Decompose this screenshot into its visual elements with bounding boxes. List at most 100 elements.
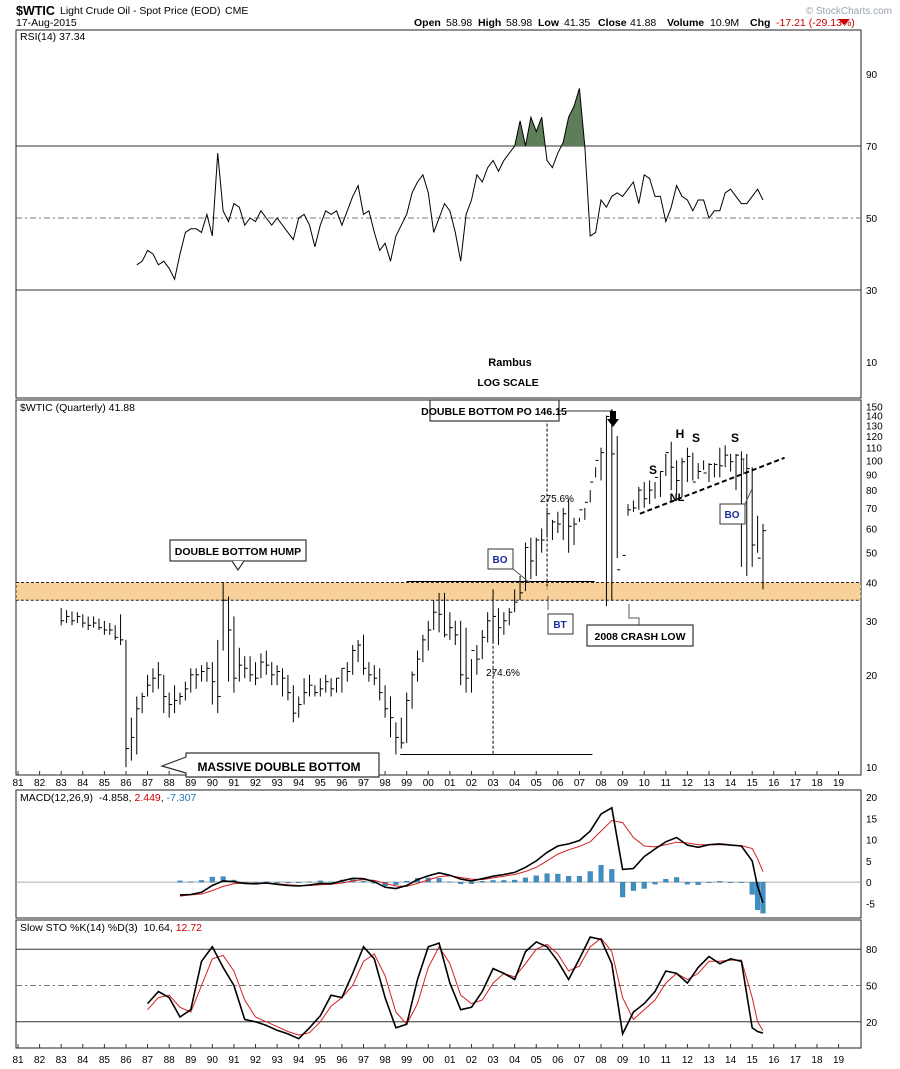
- sto-xtick-07: 07: [574, 1055, 586, 1066]
- price-xtick-82: 82: [34, 778, 46, 789]
- ohlc-bar: [427, 620, 432, 651]
- sto-xtick-97: 97: [358, 1055, 370, 1066]
- sto-title-name: Slow STO %K(14) %D(3): [20, 922, 138, 934]
- down-arrow-icon: [838, 19, 850, 25]
- ohlc-bar: [622, 554, 626, 556]
- price-ytick-100: 100: [866, 456, 883, 467]
- ohlc-bar: [762, 524, 766, 590]
- ohlc-bar: [368, 662, 372, 682]
- price-xtick-90: 90: [207, 778, 219, 789]
- ohlc-bar: [573, 517, 578, 545]
- ohlc-bar: [76, 612, 81, 624]
- price-xtick-18: 18: [811, 778, 823, 789]
- price-xtick-95: 95: [315, 778, 327, 789]
- ohlc-bar: [265, 650, 270, 675]
- chart-header: $WTIC Light Crude Oil - Spot Price (EOD)…: [16, 4, 892, 29]
- macd-title-value: -4.858: [99, 792, 129, 804]
- macd-histogram-bar: [587, 871, 593, 883]
- rsi-ytick-50: 50: [866, 214, 878, 225]
- sto-xtick-05: 05: [531, 1055, 543, 1066]
- sto-xtick-15: 15: [747, 1055, 759, 1066]
- sto-xtick-96: 96: [336, 1055, 348, 1066]
- ohlc-bar: [735, 453, 739, 491]
- ohlc-bar: [454, 620, 459, 646]
- date-label: 17-Aug-2015: [16, 17, 77, 29]
- ohlc-bar: [211, 662, 216, 705]
- sto-xtick-10: 10: [639, 1055, 651, 1066]
- macd-histogram-bar: [220, 876, 226, 883]
- ohlc-bar: [389, 696, 394, 738]
- rsi-ytick-90: 90: [866, 70, 878, 81]
- price-ytick-150: 150: [866, 402, 883, 413]
- macd-histogram-bar: [512, 879, 518, 883]
- ohlc-bar: [303, 678, 308, 705]
- price-xtick-01: 01: [444, 778, 456, 789]
- ohlc-bar: [681, 457, 686, 497]
- ohlc-bar: [530, 537, 534, 580]
- price-ytick-50: 50: [866, 549, 878, 560]
- ohlc-bar: [751, 467, 756, 567]
- sto-xtick-17: 17: [790, 1055, 802, 1066]
- ohlc-bar: [395, 722, 399, 755]
- price-xtick-11: 11: [661, 778, 672, 789]
- sto-xtick-04: 04: [509, 1055, 521, 1066]
- macd-histogram-bar: [576, 876, 582, 883]
- ohlc-bar: [568, 498, 572, 553]
- sto-xtick-13: 13: [703, 1055, 715, 1066]
- sto-xtick-88: 88: [164, 1055, 176, 1066]
- neckline: [639, 456, 785, 515]
- price-xtick-83: 83: [56, 778, 68, 789]
- ohlc-bar: [541, 528, 545, 553]
- change-label: Chg: [750, 17, 770, 29]
- ohlc-bar: [519, 575, 524, 601]
- ohlc-bar: [686, 447, 691, 483]
- price-xtick-13: 13: [703, 778, 715, 789]
- macd-histogram-bar: [609, 869, 615, 883]
- ohlc-bar: [346, 662, 351, 682]
- open-value: 58.98: [446, 17, 472, 29]
- ohlc-bar: [87, 616, 92, 630]
- ohlc-bar: [643, 482, 648, 508]
- ohlc-bar: [524, 542, 529, 592]
- macd-histogram-bar: [468, 881, 475, 884]
- ohlc-bar: [659, 470, 664, 497]
- macd-histogram-bar: [598, 864, 604, 883]
- ohlc-bar: [114, 625, 119, 640]
- ohlc-bar: [406, 692, 410, 743]
- macd-ytick-15: 15: [866, 814, 878, 825]
- macd-ytick-5: 5: [866, 857, 872, 868]
- price-xtick-94: 94: [293, 778, 305, 789]
- ohlc-bar: [190, 668, 194, 693]
- macd-histogram-bar: [641, 881, 647, 889]
- sto-xtick-86: 86: [120, 1055, 132, 1066]
- ohlc-bar: [546, 507, 551, 538]
- sto-ytick-50: 50: [866, 982, 878, 993]
- ohlc-bar: [249, 656, 254, 682]
- sto-xtick-82: 82: [34, 1055, 46, 1066]
- ohlc-bar: [184, 681, 189, 701]
- rsi-line: [136, 88, 764, 281]
- sto-xtick-01: 01: [444, 1055, 456, 1066]
- macd-histogram-bar: [738, 881, 744, 883]
- price-xtick-19: 19: [833, 778, 845, 789]
- open-label: Open: [414, 17, 441, 29]
- ohlc-bar: [201, 665, 205, 682]
- ohlc-bar: [713, 463, 718, 478]
- ohlc-bar: [600, 447, 605, 481]
- price-xtick-16: 16: [768, 778, 780, 789]
- macd-histogram-bar: [555, 873, 561, 883]
- macd-histogram-bar: [674, 877, 680, 883]
- ohlc-bar: [508, 608, 513, 626]
- sto-xtick-81: 81: [12, 1055, 24, 1066]
- macd-histogram-bar: [393, 881, 399, 885]
- sto-title-d: 12.72: [176, 922, 202, 934]
- macd-histogram-bar: [274, 881, 280, 883]
- macd-histogram-bar: [198, 880, 205, 883]
- macd-histogram-bar: [630, 881, 636, 891]
- close-label: Close: [598, 17, 627, 29]
- ohlc-bar: [503, 612, 507, 635]
- macd-ytick--5: -5: [866, 899, 875, 910]
- sto-xtick-12: 12: [682, 1055, 694, 1066]
- ohlc-bar: [325, 674, 329, 693]
- ohlc-bar: [535, 537, 540, 576]
